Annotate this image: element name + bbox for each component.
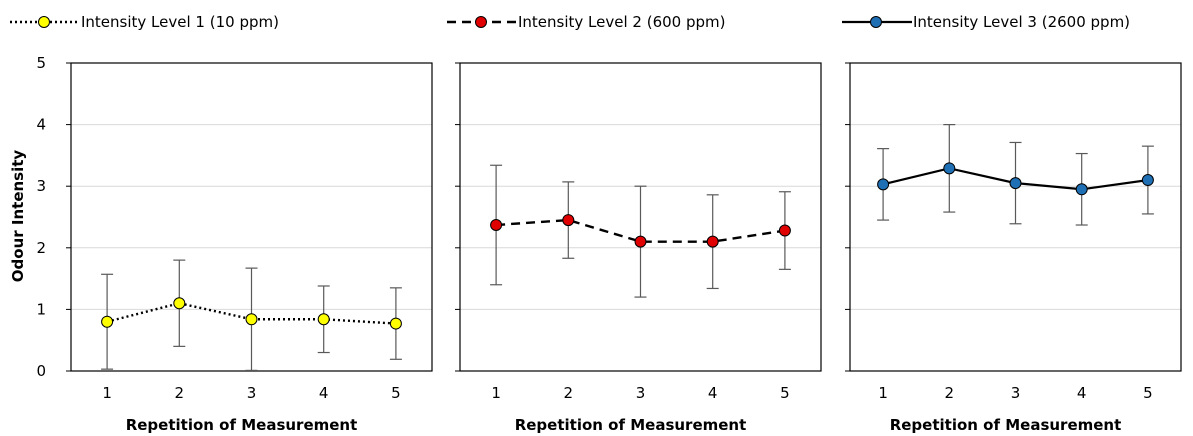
x-tick-label: 5 xyxy=(391,384,401,402)
data-point xyxy=(562,214,575,227)
x-axis-label: Repetition of Measurement xyxy=(126,416,358,434)
data-point xyxy=(101,315,114,328)
x-tick-label: 2 xyxy=(945,384,955,402)
data-point xyxy=(1075,183,1088,196)
legend-label: Intensity Level 1 (10 ppm) xyxy=(81,13,279,31)
y-axis-label: Odour Intensity xyxy=(9,150,27,283)
plot-frame xyxy=(849,62,1182,372)
y-tick-label: 3 xyxy=(36,177,46,195)
x-tick-label: 5 xyxy=(1143,384,1153,402)
data-point xyxy=(317,313,330,326)
x-tick-label: 1 xyxy=(102,384,112,402)
legend-label: Intensity Level 3 (2600 ppm) xyxy=(913,13,1130,31)
y-tick-label: 4 xyxy=(36,116,46,134)
data-point xyxy=(1009,177,1022,190)
data-point xyxy=(173,297,186,310)
data-point xyxy=(389,317,402,330)
panel-3: 1 2 3 4 5 Repetition of Measurement xyxy=(845,62,1182,434)
x-tick-label: 1 xyxy=(491,384,501,402)
x-tick-label: 3 xyxy=(247,384,257,402)
legend-item-3: Intensity Level 3 (2600 ppm) xyxy=(842,13,1130,31)
x-tick-label: 1 xyxy=(878,384,888,402)
legend-marker xyxy=(38,16,50,28)
x-tick-label: 3 xyxy=(1011,384,1021,402)
data-point xyxy=(245,313,258,326)
series-line xyxy=(496,218,786,243)
data-point xyxy=(1141,174,1154,187)
x-tick-label: 5 xyxy=(780,384,790,402)
x-tick-label: 4 xyxy=(708,384,718,402)
panel-2: 1 2 3 4 5 Repetition of Measurement xyxy=(455,62,822,434)
plot-frame xyxy=(70,62,433,372)
x-tick-label: 2 xyxy=(564,384,574,402)
data-point xyxy=(490,219,503,232)
legend-label: Intensity Level 2 (600 ppm) xyxy=(518,13,726,31)
legend-marker xyxy=(475,16,487,28)
x-tick-label: 4 xyxy=(1077,384,1087,402)
data-point xyxy=(943,162,956,175)
data-point xyxy=(877,178,890,191)
plot-frame xyxy=(459,62,822,372)
y-tick-label: 0 xyxy=(36,362,46,380)
y-tick-label: 2 xyxy=(36,239,46,257)
x-tick-label: 3 xyxy=(636,384,646,402)
x-axis-label: Repetition of Measurement xyxy=(515,416,747,434)
legend-item-2: Intensity Level 2 (600 ppm) xyxy=(447,13,726,31)
x-axis-label: Repetition of Measurement xyxy=(890,416,1122,434)
x-tick-label: 2 xyxy=(175,384,185,402)
legend: Intensity Level 1 (10 ppm) Intensity Leve… xyxy=(10,13,1130,31)
data-point xyxy=(706,235,719,248)
legend-item-1: Intensity Level 1 (10 ppm) xyxy=(10,13,279,31)
data-point xyxy=(778,224,791,237)
y-tick-label: 5 xyxy=(36,54,46,72)
panel-1: 0 1 2 3 4 5 1 2 3 4 5 Repetition of Measurement xyxy=(36,54,433,434)
legend-marker xyxy=(870,16,882,28)
y-tick-label: 1 xyxy=(36,300,46,318)
x-tick-label: 4 xyxy=(319,384,329,402)
data-point xyxy=(634,235,647,248)
